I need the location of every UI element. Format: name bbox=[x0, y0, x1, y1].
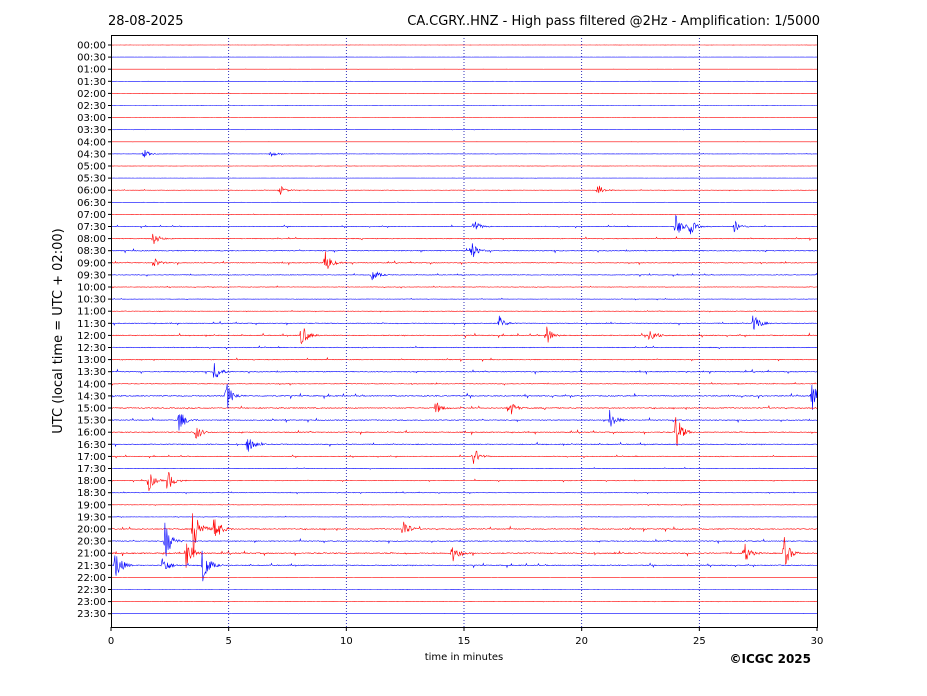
x-tick-label: 20 bbox=[575, 636, 588, 647]
y-tick-label: 05:30 bbox=[77, 174, 106, 185]
x-tick-label: 25 bbox=[693, 636, 706, 647]
y-tick-label: 09:30 bbox=[77, 270, 106, 281]
x-tick-label: 15 bbox=[458, 636, 471, 647]
y-tick-label: 13:00 bbox=[77, 355, 106, 366]
y-tick-label: 04:30 bbox=[77, 149, 106, 160]
y-tick-label: 00:00 bbox=[77, 41, 106, 52]
trace-1700 bbox=[110, 450, 818, 464]
y-tick-label: 20:00 bbox=[77, 525, 106, 536]
chart-date: 28-08-2025 bbox=[108, 14, 184, 29]
y-tick-label: 00:30 bbox=[77, 53, 106, 64]
y-tick-label: 07:00 bbox=[77, 210, 106, 221]
y-tick-label: 06:30 bbox=[77, 198, 106, 209]
y-tick-label: 19:00 bbox=[77, 500, 106, 511]
y-tick-label: 18:00 bbox=[77, 476, 106, 487]
trace-0630 bbox=[110, 201, 818, 203]
y-tick-label: 23:00 bbox=[77, 597, 106, 608]
trace-1600 bbox=[110, 417, 818, 446]
y-tick-label: 20:30 bbox=[77, 537, 106, 548]
trace-1830 bbox=[110, 491, 818, 495]
trace-0330 bbox=[110, 129, 818, 131]
y-tick-label: 22:00 bbox=[77, 573, 106, 584]
y-tick-label: 02:30 bbox=[77, 101, 106, 112]
y-tick-label: 04:00 bbox=[77, 137, 106, 148]
y-tick-label: 12:00 bbox=[77, 331, 106, 342]
y-tick-label: 08:00 bbox=[77, 234, 106, 245]
y-tick-label: 11:30 bbox=[77, 319, 106, 330]
y-tick-label: 01:00 bbox=[77, 65, 106, 76]
trace-0130 bbox=[110, 80, 818, 83]
y-tick-label: 23:30 bbox=[77, 609, 106, 620]
trace-0430 bbox=[110, 150, 818, 158]
y-tick-label: 11:00 bbox=[77, 307, 106, 318]
y-tick-label: 15:00 bbox=[77, 404, 106, 415]
y-tick-label: 12:30 bbox=[77, 343, 106, 354]
trace-1900 bbox=[110, 503, 818, 506]
y-tick-label: 09:00 bbox=[77, 258, 106, 269]
trace-1500 bbox=[110, 402, 818, 415]
y-tick-label: 06:00 bbox=[77, 186, 106, 197]
y-tick-label: 14:30 bbox=[77, 391, 106, 402]
trace-2030 bbox=[110, 522, 818, 557]
y-axis-ticks: 00:0000:3001:0001:3002:0002:3003:0003:30… bbox=[77, 41, 111, 620]
x-tick-label: 0 bbox=[108, 636, 114, 647]
x-tick-label: 10 bbox=[340, 636, 353, 647]
trace-0800 bbox=[110, 233, 818, 245]
trace-2000 bbox=[110, 513, 818, 558]
y-tick-label: 22:30 bbox=[77, 585, 106, 596]
y-tick-label: 17:00 bbox=[77, 452, 106, 463]
y-tick-label: 07:30 bbox=[77, 222, 106, 233]
y-tick-label: 13:30 bbox=[77, 367, 106, 378]
y-tick-label: 03:30 bbox=[77, 125, 106, 136]
trace-2130 bbox=[110, 550, 818, 582]
y-tick-label: 21:30 bbox=[77, 561, 106, 572]
y-tick-label: 21:00 bbox=[77, 549, 106, 560]
y-tick-label: 16:30 bbox=[77, 440, 106, 451]
x-axis-label: time in minutes bbox=[425, 652, 504, 663]
y-tick-label: 16:00 bbox=[77, 428, 106, 439]
copyright-credit: ©ICGC 2025 bbox=[729, 652, 811, 666]
y-tick-label: 15:30 bbox=[77, 416, 106, 427]
trace-1800 bbox=[110, 471, 818, 491]
y-tick-label: 14:00 bbox=[77, 379, 106, 390]
trace-1930 bbox=[110, 515, 818, 518]
vertical-gridlines bbox=[228, 35, 700, 627]
trace-1430 bbox=[110, 383, 818, 410]
y-tick-label: 03:00 bbox=[77, 113, 106, 124]
y-tick-label: 01:30 bbox=[77, 77, 106, 88]
y-tick-label: 18:30 bbox=[77, 488, 106, 499]
y-tick-label: 05:00 bbox=[77, 162, 106, 173]
trace-2300 bbox=[110, 600, 818, 603]
trace-0900 bbox=[110, 251, 818, 269]
trace-0500 bbox=[110, 165, 818, 167]
x-axis-ticks: 0 5 10 15 20 25 30 bbox=[108, 627, 824, 647]
trace-0700 bbox=[110, 213, 818, 216]
y-tick-label: 10:00 bbox=[77, 283, 106, 294]
y-tick-label: 17:30 bbox=[77, 464, 106, 475]
trace-1730 bbox=[110, 466, 818, 470]
y-tick-label: 10:30 bbox=[77, 295, 106, 306]
y-tick-label: 19:30 bbox=[77, 512, 106, 523]
trace-1530 bbox=[110, 409, 818, 431]
y-tick-label: 08:30 bbox=[77, 246, 106, 257]
trace-0600 bbox=[110, 185, 818, 195]
plot-frame bbox=[111, 35, 818, 628]
trace-0200 bbox=[110, 92, 818, 94]
x-tick-label: 5 bbox=[225, 636, 231, 647]
chart-title: CA.CGRY..HNZ - High pass filtered @2Hz -… bbox=[407, 14, 820, 29]
y-tick-label: 02:00 bbox=[77, 89, 106, 100]
x-tick-label: 30 bbox=[811, 636, 824, 647]
trace-0830 bbox=[110, 243, 818, 258]
y-axis-label: UTC (local time = UTC + 02:00) bbox=[51, 228, 66, 433]
